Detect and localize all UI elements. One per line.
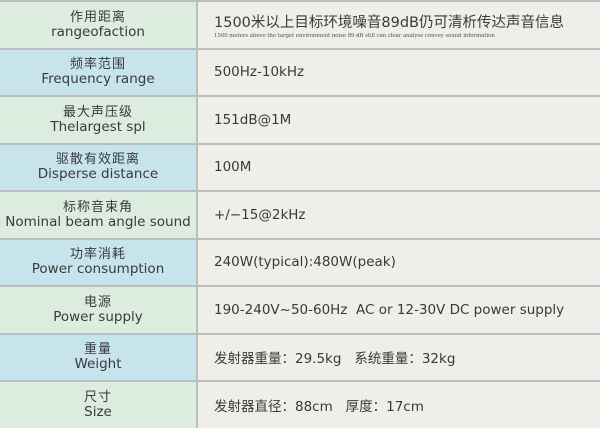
value-subtext: 1500 meters above the target environment… [214, 32, 495, 39]
row-value: 240W(typical):480W(peak) [198, 239, 600, 285]
spec-row-beam-angle: 标称音束角 Nominal beam angle sound +/−15@2kHz [0, 192, 600, 238]
label-zh: 驱散有效距离 [55, 152, 140, 168]
label-en: Weight [74, 356, 122, 373]
row-label: 重量 Weight [0, 334, 196, 380]
row-value: 190-240V~50-60Hz AC or 12-30V DC power s… [198, 287, 600, 333]
label-zh: 尺寸 [83, 389, 112, 405]
row-value: 发射器直径：88cm 厚度：17cm [198, 382, 600, 428]
row-label: 标称音束角 Nominal beam angle sound [0, 192, 196, 238]
spec-row-size: 尺寸 Size 发射器直径：88cm 厚度：17cm [0, 382, 600, 428]
label-en: Disperse distance [37, 166, 159, 183]
label-zh: 重量 [83, 342, 112, 358]
label-zh: 功率消耗 [69, 247, 126, 263]
label-en: Frequency range [41, 71, 155, 88]
spec-row-spl: 最大声压级 Thelargest spl 151dB@1M [0, 97, 600, 143]
label-zh: 电源 [83, 294, 112, 310]
label-en: rangeofaction [51, 23, 145, 40]
label-en: Thelargest spl [50, 118, 146, 135]
row-label: 作用距离 rangeofaction [0, 2, 196, 48]
row-value: 151dB@1M [198, 97, 600, 143]
row-label: 功率消耗 Power consumption [0, 239, 196, 285]
label-zh: 频率范围 [69, 57, 126, 73]
label-en: Power supply [53, 308, 143, 325]
label-en: Power consumption [31, 261, 165, 278]
value-text: 240W(typical):480W(peak) [214, 254, 396, 271]
row-label: 电源 Power supply [0, 287, 196, 333]
value-text: 500Hz-10kHz [214, 64, 305, 81]
value-text: 190-240V~50-60Hz AC or 12-30V DC power s… [214, 301, 565, 318]
spec-row-weight: 重量 Weight 发射器重量：29.5kg 系统重量：32kg [0, 334, 600, 380]
label-zh: 标称音束角 [62, 199, 133, 215]
spec-row-range: 作用距离 rangeofaction 1500米以上目标环境噪音89dB仍可清析传… [0, 2, 600, 48]
value-text: 发射器直径：88cm 厚度：17cm [214, 398, 424, 415]
label-zh: 作用距离 [69, 9, 126, 25]
row-label: 频率范围 Frequency range [0, 49, 196, 95]
spec-row-power-supply: 电源 Power supply 190-240V~50-60Hz AC or 12… [0, 287, 600, 333]
row-label: 驱散有效距离 Disperse distance [0, 144, 196, 190]
value-text: +/−15@2kHz [214, 206, 306, 223]
label-zh: 最大声压级 [62, 104, 133, 120]
row-value: +/−15@2kHz [198, 192, 600, 238]
value-text: 1500米以上目标环境噪音89dB仍可清析传达声音信息 [214, 14, 565, 31]
spec-row-disperse: 驱散有效距离 Disperse distance 100M [0, 144, 600, 190]
row-value: 500Hz-10kHz [198, 49, 600, 95]
label-en: Nominal beam angle sound [5, 213, 191, 230]
row-value: 100M [198, 144, 600, 190]
value-text: 100M [214, 159, 252, 176]
row-value: 1500米以上目标环境噪音89dB仍可清析传达声音信息 1500 meters a… [198, 2, 600, 48]
row-label: 最大声压级 Thelargest spl [0, 97, 196, 143]
spec-row-power-consumption: 功率消耗 Power consumption 240W(typical):480W… [0, 239, 600, 285]
spec-row-frequency: 频率范围 Frequency range 500Hz-10kHz [0, 49, 600, 95]
row-label: 尺寸 Size [0, 382, 196, 428]
value-text: 151dB@1M [214, 111, 292, 128]
label-en: Size [84, 403, 112, 420]
row-value: 发射器重量：29.5kg 系统重量：32kg [198, 334, 600, 380]
value-text: 发射器重量：29.5kg 系统重量：32kg [214, 351, 456, 368]
